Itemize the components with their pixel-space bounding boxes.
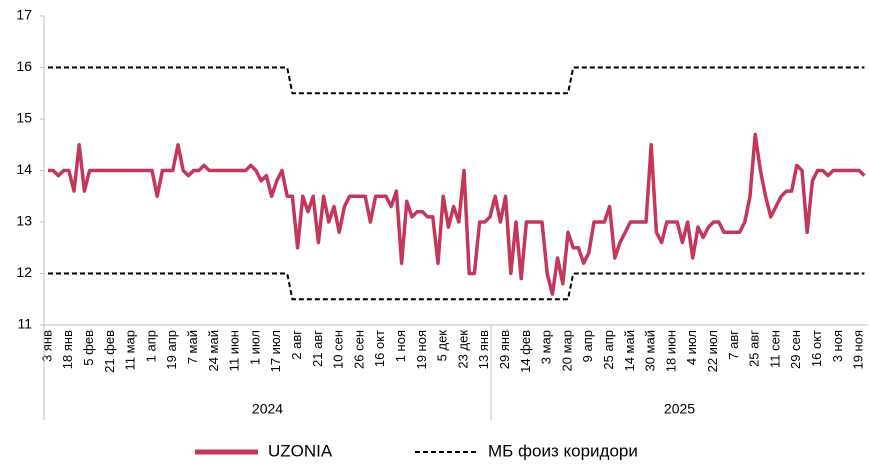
x-tick-label: 24 май xyxy=(206,330,221,372)
x-tick-label: 19 ноя xyxy=(851,330,866,370)
x-tick-label: 11 июн xyxy=(227,330,242,371)
x-tick-label: 5 фев xyxy=(81,330,96,366)
series-line xyxy=(48,66,865,95)
year-label: 2025 xyxy=(664,401,695,417)
x-tick-label: 14 май xyxy=(622,330,637,372)
x-tick-label: 25 авг xyxy=(747,330,762,367)
x-tick-label: 16 окт xyxy=(372,330,387,367)
y-tick-label: 15 xyxy=(16,110,32,126)
x-tick-label: 26 сен xyxy=(351,330,366,369)
legend-label: МБ фоиз коридори xyxy=(488,441,638,460)
x-tick-label: 4 июл xyxy=(684,330,699,365)
x-tick-label: 20 мар xyxy=(559,330,574,371)
x-tick-label: 3 ноя xyxy=(830,330,845,362)
x-tick-label: 2 авг xyxy=(289,330,304,360)
x-tick-label: 16 окт xyxy=(809,330,824,367)
x-tick-label: 11 сен xyxy=(767,330,782,368)
series-line xyxy=(48,132,866,296)
x-tick-label: 29 сен xyxy=(788,330,803,369)
x-tick-label: 3 мар xyxy=(539,330,554,364)
y-tick-label: 11 xyxy=(17,316,32,332)
x-tick-label: 30 май xyxy=(643,330,658,372)
x-tick-label: 7 авг xyxy=(726,330,741,360)
x-tick-label: 21 авг xyxy=(310,330,325,367)
x-tick-label: 10 сен xyxy=(331,330,346,369)
x-tick-label: 1 апр xyxy=(143,330,158,362)
x-tick-label: 19 ноя xyxy=(414,330,429,370)
x-tick-label: 14 фев xyxy=(518,330,533,373)
x-tick-label: 25 апр xyxy=(601,330,616,370)
x-tick-label: 23 дек xyxy=(455,330,470,369)
legend-label: UZONIA xyxy=(268,441,333,460)
x-tick-label: 5 дек xyxy=(435,330,450,362)
x-tick-label: 13 янв xyxy=(476,330,491,369)
y-tick-label: 13 xyxy=(16,213,32,229)
x-tick-label: 21 фев xyxy=(102,330,117,373)
y-tick-label: 16 xyxy=(16,58,32,74)
x-tick-label: 29 янв xyxy=(497,330,512,369)
x-tick-label: 3 янв xyxy=(39,330,54,362)
x-tick-label: 9 апр xyxy=(580,330,595,362)
x-tick-label: 22 июл xyxy=(705,330,720,372)
year-label: 2024 xyxy=(252,401,283,417)
x-tick-label: 17 июл xyxy=(268,330,283,372)
y-tick-label: 14 xyxy=(16,161,32,177)
x-tick-label: 1 ноя xyxy=(393,330,408,362)
x-tick-label: 11 мар xyxy=(123,330,138,371)
x-tick-label: 18 июн xyxy=(663,330,678,372)
x-tick-label: 7 май xyxy=(185,330,200,364)
y-tick-label: 12 xyxy=(16,264,32,280)
x-tick-label: 1 июл xyxy=(247,330,262,365)
series-line xyxy=(48,272,865,301)
x-tick-label: 18 янв xyxy=(60,330,75,369)
x-tick-label: 19 апр xyxy=(164,330,179,370)
y-tick-label: 17 xyxy=(16,7,32,23)
